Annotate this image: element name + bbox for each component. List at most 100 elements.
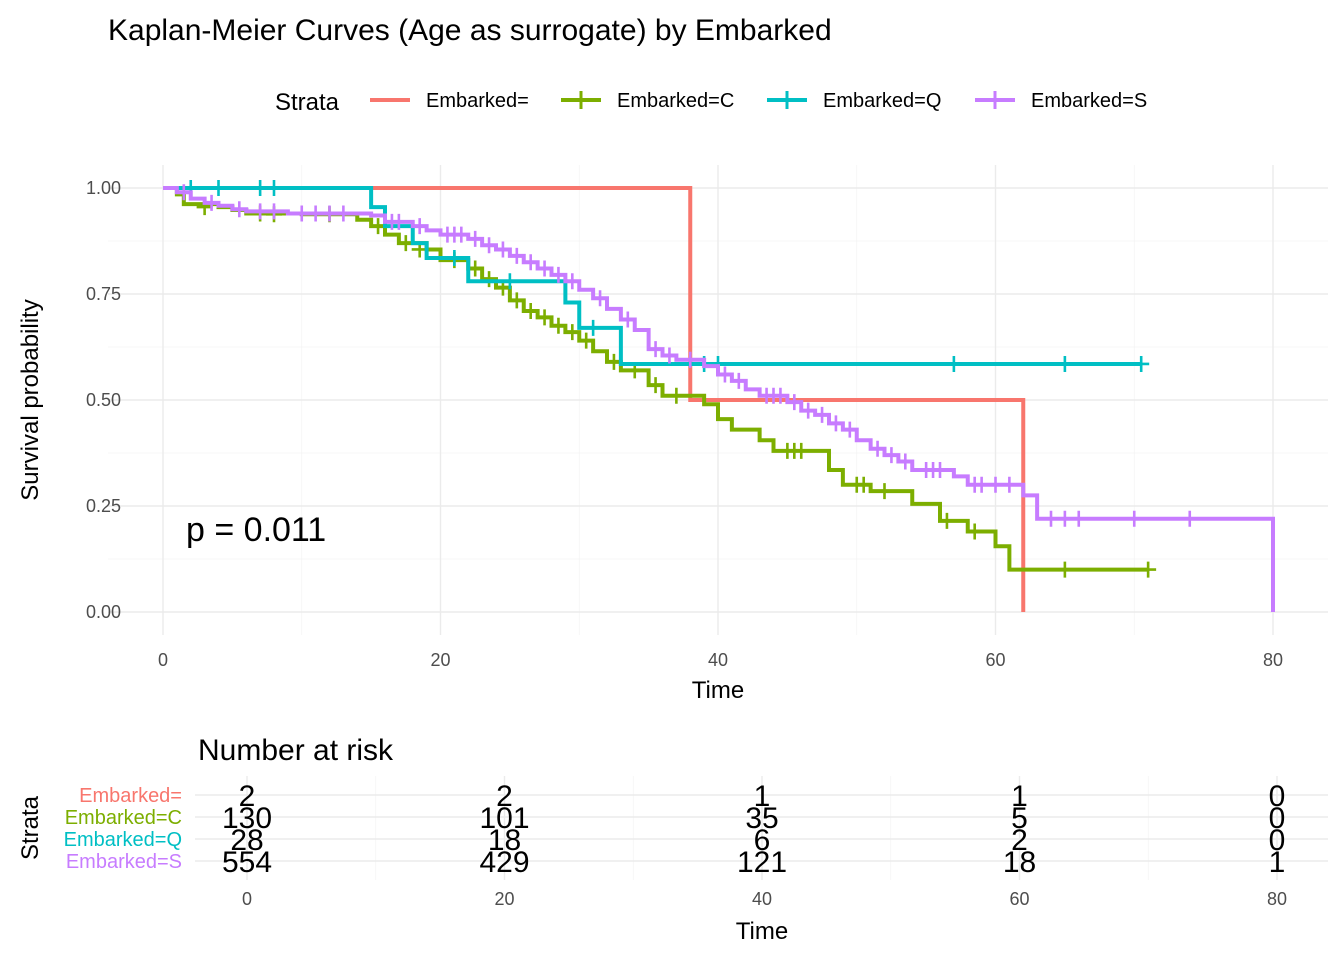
censor-mark — [1126, 510, 1143, 527]
risk-x-tick-label: 40 — [752, 889, 772, 909]
y-tick-label: 0.75 — [86, 284, 121, 304]
legend-item-embarked: Embarked= — [426, 90, 529, 112]
risk-cell: 0 — [1269, 802, 1286, 835]
risk-cell: 2 — [1011, 824, 1028, 857]
censor-mark — [522, 254, 539, 271]
risk-table-grid — [195, 776, 1328, 880]
censor-mark — [682, 351, 699, 368]
censor-mark — [987, 476, 1004, 493]
risk-cell: 35 — [745, 802, 778, 835]
censor-mark — [231, 201, 248, 218]
censor-mark — [814, 406, 831, 423]
censor-mark — [266, 203, 282, 220]
y-axis-label: Survival probability — [17, 299, 44, 500]
censor-mark — [1140, 561, 1157, 578]
legend-item-embarked-s: Embarked=S — [1031, 90, 1147, 112]
risk-cell: 28 — [230, 824, 263, 857]
censor-mark — [1056, 355, 1073, 372]
censor-mark — [938, 512, 955, 529]
censor-mark — [585, 319, 602, 336]
censor-mark — [321, 205, 338, 222]
risk-x-tick-label: 0 — [242, 889, 252, 909]
risk-cell: 2 — [496, 780, 513, 813]
censor-mark — [453, 226, 470, 243]
legend-title: Strata — [275, 89, 340, 116]
survival-curve-embarked — [163, 186, 1026, 612]
censor-mark — [1181, 510, 1198, 527]
censor-mark — [786, 394, 803, 411]
censor-mark — [564, 324, 581, 341]
risk-row-label-embarked-s: Embarked=S — [66, 851, 182, 873]
risk-cell: 1 — [754, 780, 771, 813]
censor-mark — [883, 447, 900, 464]
risk-cell: 2 — [239, 780, 256, 813]
risk-y-axis-label: Strata — [17, 795, 44, 860]
risk-row-label-embarked-c: Embarked=C — [65, 807, 182, 829]
censor-mark — [390, 213, 407, 230]
censor-mark — [800, 402, 817, 419]
y-tick-label: 1.00 — [86, 178, 121, 198]
censor-mark — [661, 347, 678, 364]
censor-mark — [730, 372, 747, 389]
risk-row-label-embarked: Embarked= — [79, 785, 182, 807]
censor-mark — [564, 273, 581, 290]
y-tick-label: 0.25 — [86, 496, 121, 516]
plot-ticks: 0 20 40 60 80 0.00 0.25 0.50 0.75 1.00 — [86, 178, 1283, 670]
censor-mark — [411, 218, 428, 235]
x-tick-label: 40 — [708, 650, 728, 670]
censor-mark — [945, 355, 962, 372]
series-embarked — [163, 186, 1026, 612]
risk-cell: 429 — [479, 846, 529, 879]
censor-mark — [869, 440, 886, 457]
censor-mark — [578, 332, 595, 349]
censor-mark — [793, 442, 810, 459]
censor-mark — [827, 415, 844, 432]
censor-mark — [467, 230, 484, 247]
risk-cell: 121 — [737, 846, 787, 879]
censor-mark — [522, 302, 539, 319]
risk-cell: 130 — [222, 802, 272, 835]
risk-row-label-embarked-q: Embarked=Q — [64, 829, 182, 851]
risk-cell: 0 — [1269, 824, 1286, 857]
censor-mark — [647, 341, 664, 358]
censor-mark — [494, 241, 511, 258]
series-embarked-s — [163, 184, 1275, 612]
x-tick-label: 20 — [430, 650, 450, 670]
censor-mark — [592, 290, 609, 307]
censor-mark — [550, 317, 567, 334]
censor-mark — [536, 260, 553, 277]
censor-mark — [716, 366, 733, 383]
censor-mark — [550, 266, 567, 283]
risk-cell: 554 — [222, 846, 272, 879]
censor-mark — [293, 205, 310, 222]
plot-series — [163, 180, 1275, 612]
censor-mark — [175, 184, 192, 201]
censor-mark — [203, 194, 220, 211]
risk-x-axis-label: Time — [736, 918, 788, 945]
censor-mark — [841, 421, 858, 438]
censor-mark — [619, 311, 636, 328]
censor-mark — [1070, 510, 1087, 527]
censor-mark — [266, 180, 282, 196]
censor-mark — [307, 205, 324, 222]
censor-mark — [1043, 510, 1059, 527]
censor-mark — [1056, 510, 1073, 527]
risk-x-tick-label: 80 — [1267, 889, 1287, 909]
risk-cell: 6 — [754, 824, 771, 857]
censor-mark — [932, 461, 948, 478]
censor-mark — [508, 247, 525, 264]
x-tick-label: 0 — [158, 650, 168, 670]
y-tick-label: 0.00 — [86, 602, 121, 622]
censor-mark — [501, 273, 518, 290]
censor-mark — [973, 476, 990, 493]
censor-mark — [1001, 476, 1018, 493]
censor-mark — [1056, 561, 1073, 578]
risk-cell: 5 — [1011, 802, 1028, 835]
risk-x-tick-label: 60 — [1009, 889, 1029, 909]
risk-table-title: Number at risk — [198, 734, 394, 767]
risk-cell: 0 — [1269, 780, 1286, 813]
censor-mark — [446, 249, 463, 266]
x-tick-label: 60 — [985, 650, 1005, 670]
censor-mark — [1133, 355, 1150, 372]
censor-mark — [481, 237, 498, 254]
